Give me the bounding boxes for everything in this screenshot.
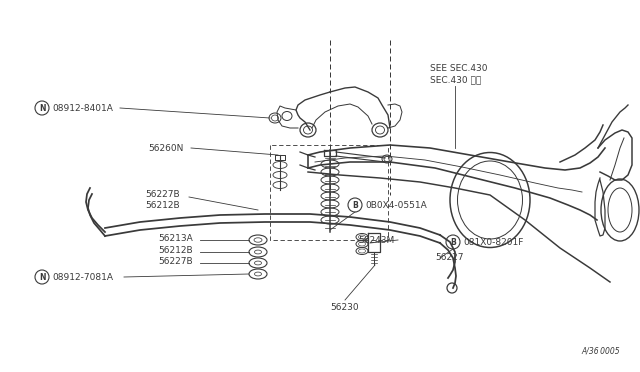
Text: SEC.430 参照: SEC.430 参照 (430, 76, 481, 84)
Text: 56227B: 56227B (145, 189, 180, 199)
Text: 56230: 56230 (331, 304, 359, 312)
Text: 0B0X4-0551A: 0B0X4-0551A (365, 201, 427, 209)
Text: B: B (450, 237, 456, 247)
Text: 08912-7081A: 08912-7081A (52, 273, 113, 282)
Text: 56243M: 56243M (358, 235, 394, 244)
Text: B: B (352, 201, 358, 209)
Text: 56227B: 56227B (158, 257, 193, 266)
Text: N: N (39, 103, 45, 112)
Text: 56212B: 56212B (158, 246, 193, 254)
Text: 56227: 56227 (435, 253, 463, 263)
Text: 56212B: 56212B (145, 201, 180, 209)
Text: 56213A: 56213A (158, 234, 193, 243)
Text: N: N (39, 273, 45, 282)
Text: 56260N: 56260N (148, 144, 184, 153)
Text: SEE SEC.430: SEE SEC.430 (430, 64, 488, 73)
Text: 081X0-8201F: 081X0-8201F (463, 237, 524, 247)
Text: A/36 0005: A/36 0005 (581, 347, 620, 356)
Text: 08912-8401A: 08912-8401A (52, 103, 113, 112)
